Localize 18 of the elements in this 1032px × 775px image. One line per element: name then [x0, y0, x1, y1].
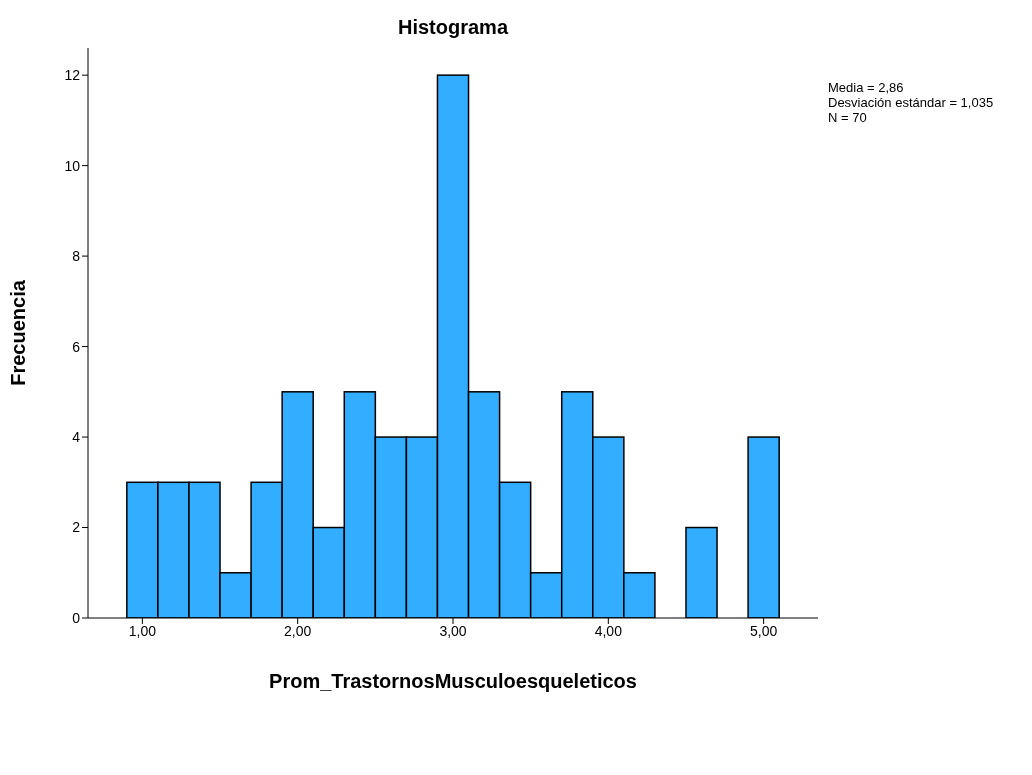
x-tick-label: 1,00 — [128, 622, 157, 639]
x-tick-label: 3,00 — [439, 622, 467, 639]
y-tick-label: 2 — [72, 519, 81, 536]
y-tick-label: 4 — [72, 429, 81, 446]
y-tick-label: 10 — [64, 157, 81, 174]
x-tick-label: 5,00 — [750, 622, 778, 639]
y-tick-label: 6 — [72, 338, 81, 355]
y-tick-label: 12 — [64, 67, 81, 84]
x-tick-label: 4,00 — [594, 622, 623, 639]
y-tick-label: 8 — [72, 248, 81, 265]
chart-title: Histograma — [397, 16, 510, 39]
text: N = 70 — [828, 110, 868, 125]
text: Desviación estándar = 1,035 — [828, 95, 994, 110]
y-tick-label: 0 — [72, 609, 81, 626]
text: Media = 2,86 — [828, 80, 905, 95]
y-axis-title: Frecuencia — [7, 279, 30, 386]
x-tick-label: 2,00 — [284, 622, 312, 639]
x-axis-title: Prom_TrastornosMusculoesqueleticos — [269, 670, 637, 692]
